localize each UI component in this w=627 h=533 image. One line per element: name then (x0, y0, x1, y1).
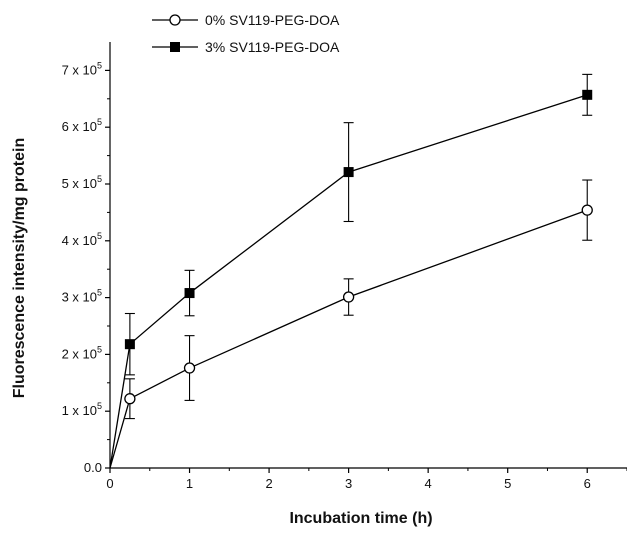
series-0-line (109, 209, 588, 469)
y-tick-label-5: 5 x 105 (62, 174, 102, 191)
series-1-point-4 (582, 89, 593, 100)
legend-item-1: 3% SV119-PEG-DOA (152, 39, 340, 55)
series-0-point-2 (183, 362, 196, 374)
legend-marker-1 (170, 42, 180, 52)
y-tick-label-2: 2 x 105 (62, 344, 102, 361)
y-tick-label-6: 6 x 105 (62, 117, 102, 134)
y-tick-label-7: 7 x 105 (62, 60, 102, 77)
x-tick-label-0: 0 (106, 476, 113, 491)
series-1-point-3 (343, 167, 354, 178)
x-tick-label-1: 1 (186, 476, 193, 491)
series-0-point-4 (581, 204, 593, 216)
series-0-point-1 (124, 393, 136, 405)
series-1-point-2 (184, 288, 195, 299)
series-1-point-1 (124, 339, 135, 350)
y-tick-label-1: 1 x 105 (62, 401, 102, 418)
x-tick-label-4: 4 (425, 476, 432, 491)
x-axis-title: Incubation time (h) (289, 510, 432, 527)
x-tick-label-5: 5 (504, 476, 511, 491)
y-axis-title: Fluorescence intensity/mg protein (11, 138, 28, 399)
legend-label-0: 0% SV119-PEG-DOA (205, 12, 340, 28)
y-tick-label-0: 0.0 (84, 460, 102, 475)
x-tick-label-2: 2 (265, 476, 272, 491)
y-tick-label-3: 3 x 105 (62, 288, 102, 305)
series-0-point-3 (342, 291, 355, 303)
plot-area: 0.0 1 x 105 2 x 105 3 x 105 4 x 105 5 x 105 6 … (62, 42, 627, 491)
legend-label-1: 3% SV119-PEG-DOA (205, 39, 340, 55)
legend-item-0: 0% SV119-PEG-DOA (152, 12, 340, 28)
legend: 0% SV119-PEG-DOA 3% SV119-PEG-DOA (152, 12, 340, 55)
x-tick-label-6: 6 (584, 476, 591, 491)
x-tick-label-3: 3 (345, 476, 352, 491)
legend-marker-0 (169, 14, 181, 26)
y-tick-label-4: 4 x 105 (62, 231, 102, 248)
